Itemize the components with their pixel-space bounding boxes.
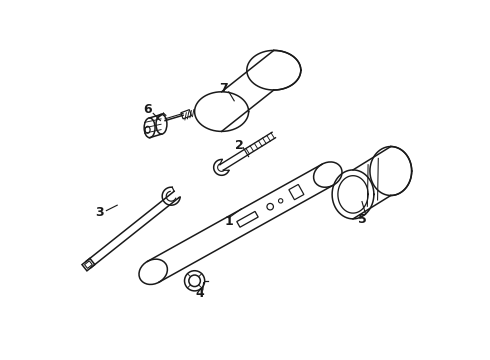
- Text: 6: 6: [144, 103, 152, 116]
- Bar: [181, 110, 192, 119]
- Text: 3: 3: [95, 206, 103, 219]
- Text: 7: 7: [219, 82, 228, 95]
- Text: 4: 4: [196, 287, 204, 300]
- Text: 1: 1: [224, 215, 233, 228]
- Text: 5: 5: [358, 213, 367, 226]
- Text: 2: 2: [235, 139, 244, 152]
